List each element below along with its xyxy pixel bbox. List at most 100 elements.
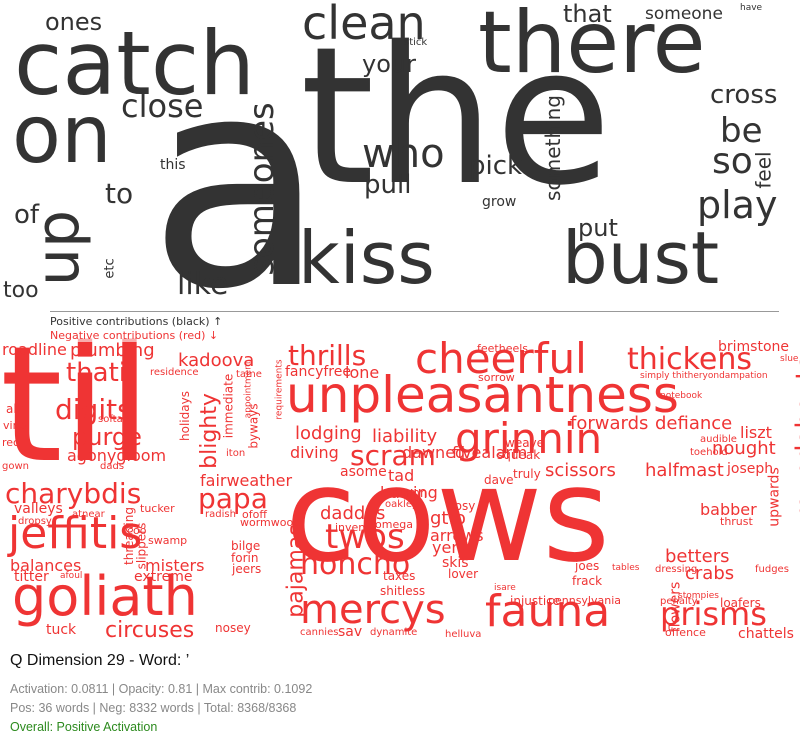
negative-word: papa xyxy=(198,482,268,515)
negative-word: holidays xyxy=(177,391,192,441)
negative-word: injustice xyxy=(510,594,561,608)
positive-word: ones xyxy=(45,8,103,36)
positive-word: like xyxy=(177,267,229,302)
positive-word: that xyxy=(563,0,612,28)
negative-word: feetheels xyxy=(477,342,529,355)
negative-word: yen xyxy=(432,538,462,557)
negative-word: asome xyxy=(340,464,387,480)
negative-word: halfmast xyxy=(645,460,724,481)
negative-word: nosey xyxy=(215,621,251,635)
positive-word-cloud: a the there catch on clean ones your stick that so… xyxy=(0,0,800,308)
positive-word: the xyxy=(300,6,612,227)
negative-word: forwards xyxy=(570,413,649,434)
word-count-stats: Pos: 36 words | Neg: 8332 words | Total:… xyxy=(10,701,297,715)
negative-word: joseph xyxy=(727,461,774,477)
positive-word: on xyxy=(12,88,112,181)
positive-word: grow xyxy=(482,194,517,210)
negative-word: radish xyxy=(205,509,236,520)
negative-word: cheerful xyxy=(415,334,587,383)
negative-word: invent xyxy=(335,521,370,534)
negative-word: notebook xyxy=(660,391,703,401)
negative-word: gtfo xyxy=(430,508,466,529)
negative-word: offence xyxy=(665,626,706,639)
negative-word: scram xyxy=(350,439,436,472)
negative-word: weave xyxy=(505,436,545,450)
positive-word: something xyxy=(540,95,565,201)
negative-word: twos xyxy=(325,517,405,557)
negative-word: flowers xyxy=(667,581,684,633)
negative-word: betters xyxy=(665,546,730,567)
activation-stats: Activation: 0.0811 | Opacity: 0.81 | Max… xyxy=(10,682,313,696)
negative-word: goliath xyxy=(12,565,198,628)
negative-word: nosy xyxy=(447,499,476,513)
negative-word: balances xyxy=(10,556,82,575)
positive-word: up xyxy=(23,209,94,287)
negative-word: wormwood xyxy=(240,516,301,529)
negative-word: roundabouts xyxy=(791,355,800,521)
positive-word: have xyxy=(740,3,763,13)
negative-word: fauna xyxy=(485,586,611,637)
negative-word: dynamite xyxy=(370,627,418,638)
negative-word: sorrow xyxy=(478,371,515,384)
negative-word: shitless xyxy=(380,584,426,598)
negative-word: jeffitis xyxy=(8,508,143,559)
negative-word: thickens xyxy=(627,342,753,377)
positive-word: put xyxy=(578,214,618,242)
negative-word: bilge xyxy=(231,539,261,553)
negative-word: plumbing xyxy=(70,340,155,361)
negative-word: misters xyxy=(145,556,205,575)
overall-activation: Overall: Positive Activation xyxy=(10,720,158,734)
negative-word: nought xyxy=(712,438,776,459)
negative-word: audible xyxy=(700,434,737,445)
negative-word: frack xyxy=(572,574,603,588)
negative-word: tuck xyxy=(46,622,77,638)
negative-word: agonygloom xyxy=(67,446,167,465)
negative-word: honcho xyxy=(300,547,411,582)
negative-word: prisms xyxy=(660,595,767,633)
positive-word: your xyxy=(362,50,416,78)
negative-word: thatit xyxy=(66,358,137,388)
positive-word: catch xyxy=(14,12,255,115)
negative-word: unpleasantness xyxy=(286,366,679,424)
positive-word: cross xyxy=(710,80,778,110)
positive-word: to xyxy=(105,177,134,210)
negative-word-cloud: til cows unpleasantness cheerful thickens gri… xyxy=(0,330,800,642)
negative-word: lone xyxy=(345,363,380,382)
negative-word: kadoova xyxy=(178,350,255,371)
divider-line xyxy=(50,311,779,312)
negative-word: tucker xyxy=(140,502,175,515)
negative-word: simply thitheryondampation xyxy=(640,371,768,381)
negative-word: residence xyxy=(150,367,199,378)
negative-word: fancyfree xyxy=(285,364,351,380)
negative-word: tad xyxy=(388,466,415,485)
negative-word: lodging xyxy=(295,423,362,444)
positive-word: bust xyxy=(562,216,720,300)
positive-word: of xyxy=(14,200,40,230)
positive-word: pull xyxy=(364,170,412,200)
negative-word: softan xyxy=(98,414,130,425)
negative-word: chattels xyxy=(738,626,794,642)
negative-word: ale xyxy=(6,402,25,416)
positive-word: close xyxy=(121,87,204,125)
negative-word: tame xyxy=(236,369,262,380)
negative-word: ofoff xyxy=(242,508,267,521)
negative-word: slue xyxy=(780,354,799,364)
negative-word: pennsylvania xyxy=(548,594,622,607)
negative-word: afoul xyxy=(60,571,83,581)
negative-word: til xyxy=(0,330,152,498)
negative-word: penalty xyxy=(660,596,698,607)
negative-word: skis xyxy=(442,555,469,571)
negative-word: thrust xyxy=(720,515,753,528)
negative-word: dads xyxy=(100,461,125,472)
negative-word: atnear xyxy=(72,509,105,520)
negative-word: liability xyxy=(372,426,438,447)
negative-word: pajamas xyxy=(283,524,309,618)
positive-word: be xyxy=(720,111,763,151)
negative-word: joes xyxy=(575,559,600,573)
negative-word: cannies xyxy=(300,627,339,638)
negative-word: daddys xyxy=(320,503,386,524)
negative-word: toehold xyxy=(690,447,728,458)
negative-word: dave xyxy=(484,473,514,487)
negative-word: defiance xyxy=(655,413,733,434)
positive-word: so xyxy=(712,141,753,182)
